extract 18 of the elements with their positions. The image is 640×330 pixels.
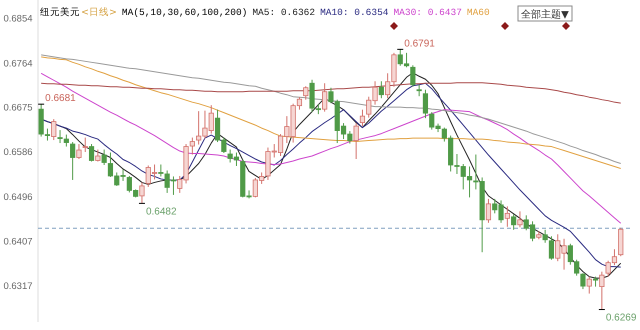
y-tick-label: 0.6586 <box>3 147 33 158</box>
annotation: 0.6269 <box>606 312 637 324</box>
y-tick-label: 0.6317 <box>3 281 33 292</box>
annotation: 全部主题▼ <box>518 6 572 22</box>
annotation: 0.6791 <box>404 38 436 50</box>
annotation: 0.6269 <box>598 309 636 324</box>
annotation: 0.6681 <box>38 93 76 105</box>
y-tick-label: 0.6675 <box>3 102 33 114</box>
header: 纽元美元<日线> MA(5,10,30,60,100,200) MA5: 0.6362 MA10: 0.6354 MA30: 0.6437 MA60 <box>40 7 490 18</box>
y-tick-label: 0.6407 <box>3 236 33 248</box>
annotation: 0.6482 <box>146 206 177 218</box>
y-tick-label: 0.6764 <box>3 58 33 70</box>
annotation: 0.6681 <box>45 93 76 104</box>
annotation: 全部主题▼ <box>521 8 570 20</box>
annotation: 0.6482 <box>138 202 177 218</box>
annotation: 0.6791 <box>396 38 435 50</box>
y-tick-label: 0.6854 <box>3 13 33 24</box>
y-tick-label: 0.6496 <box>3 192 33 203</box>
